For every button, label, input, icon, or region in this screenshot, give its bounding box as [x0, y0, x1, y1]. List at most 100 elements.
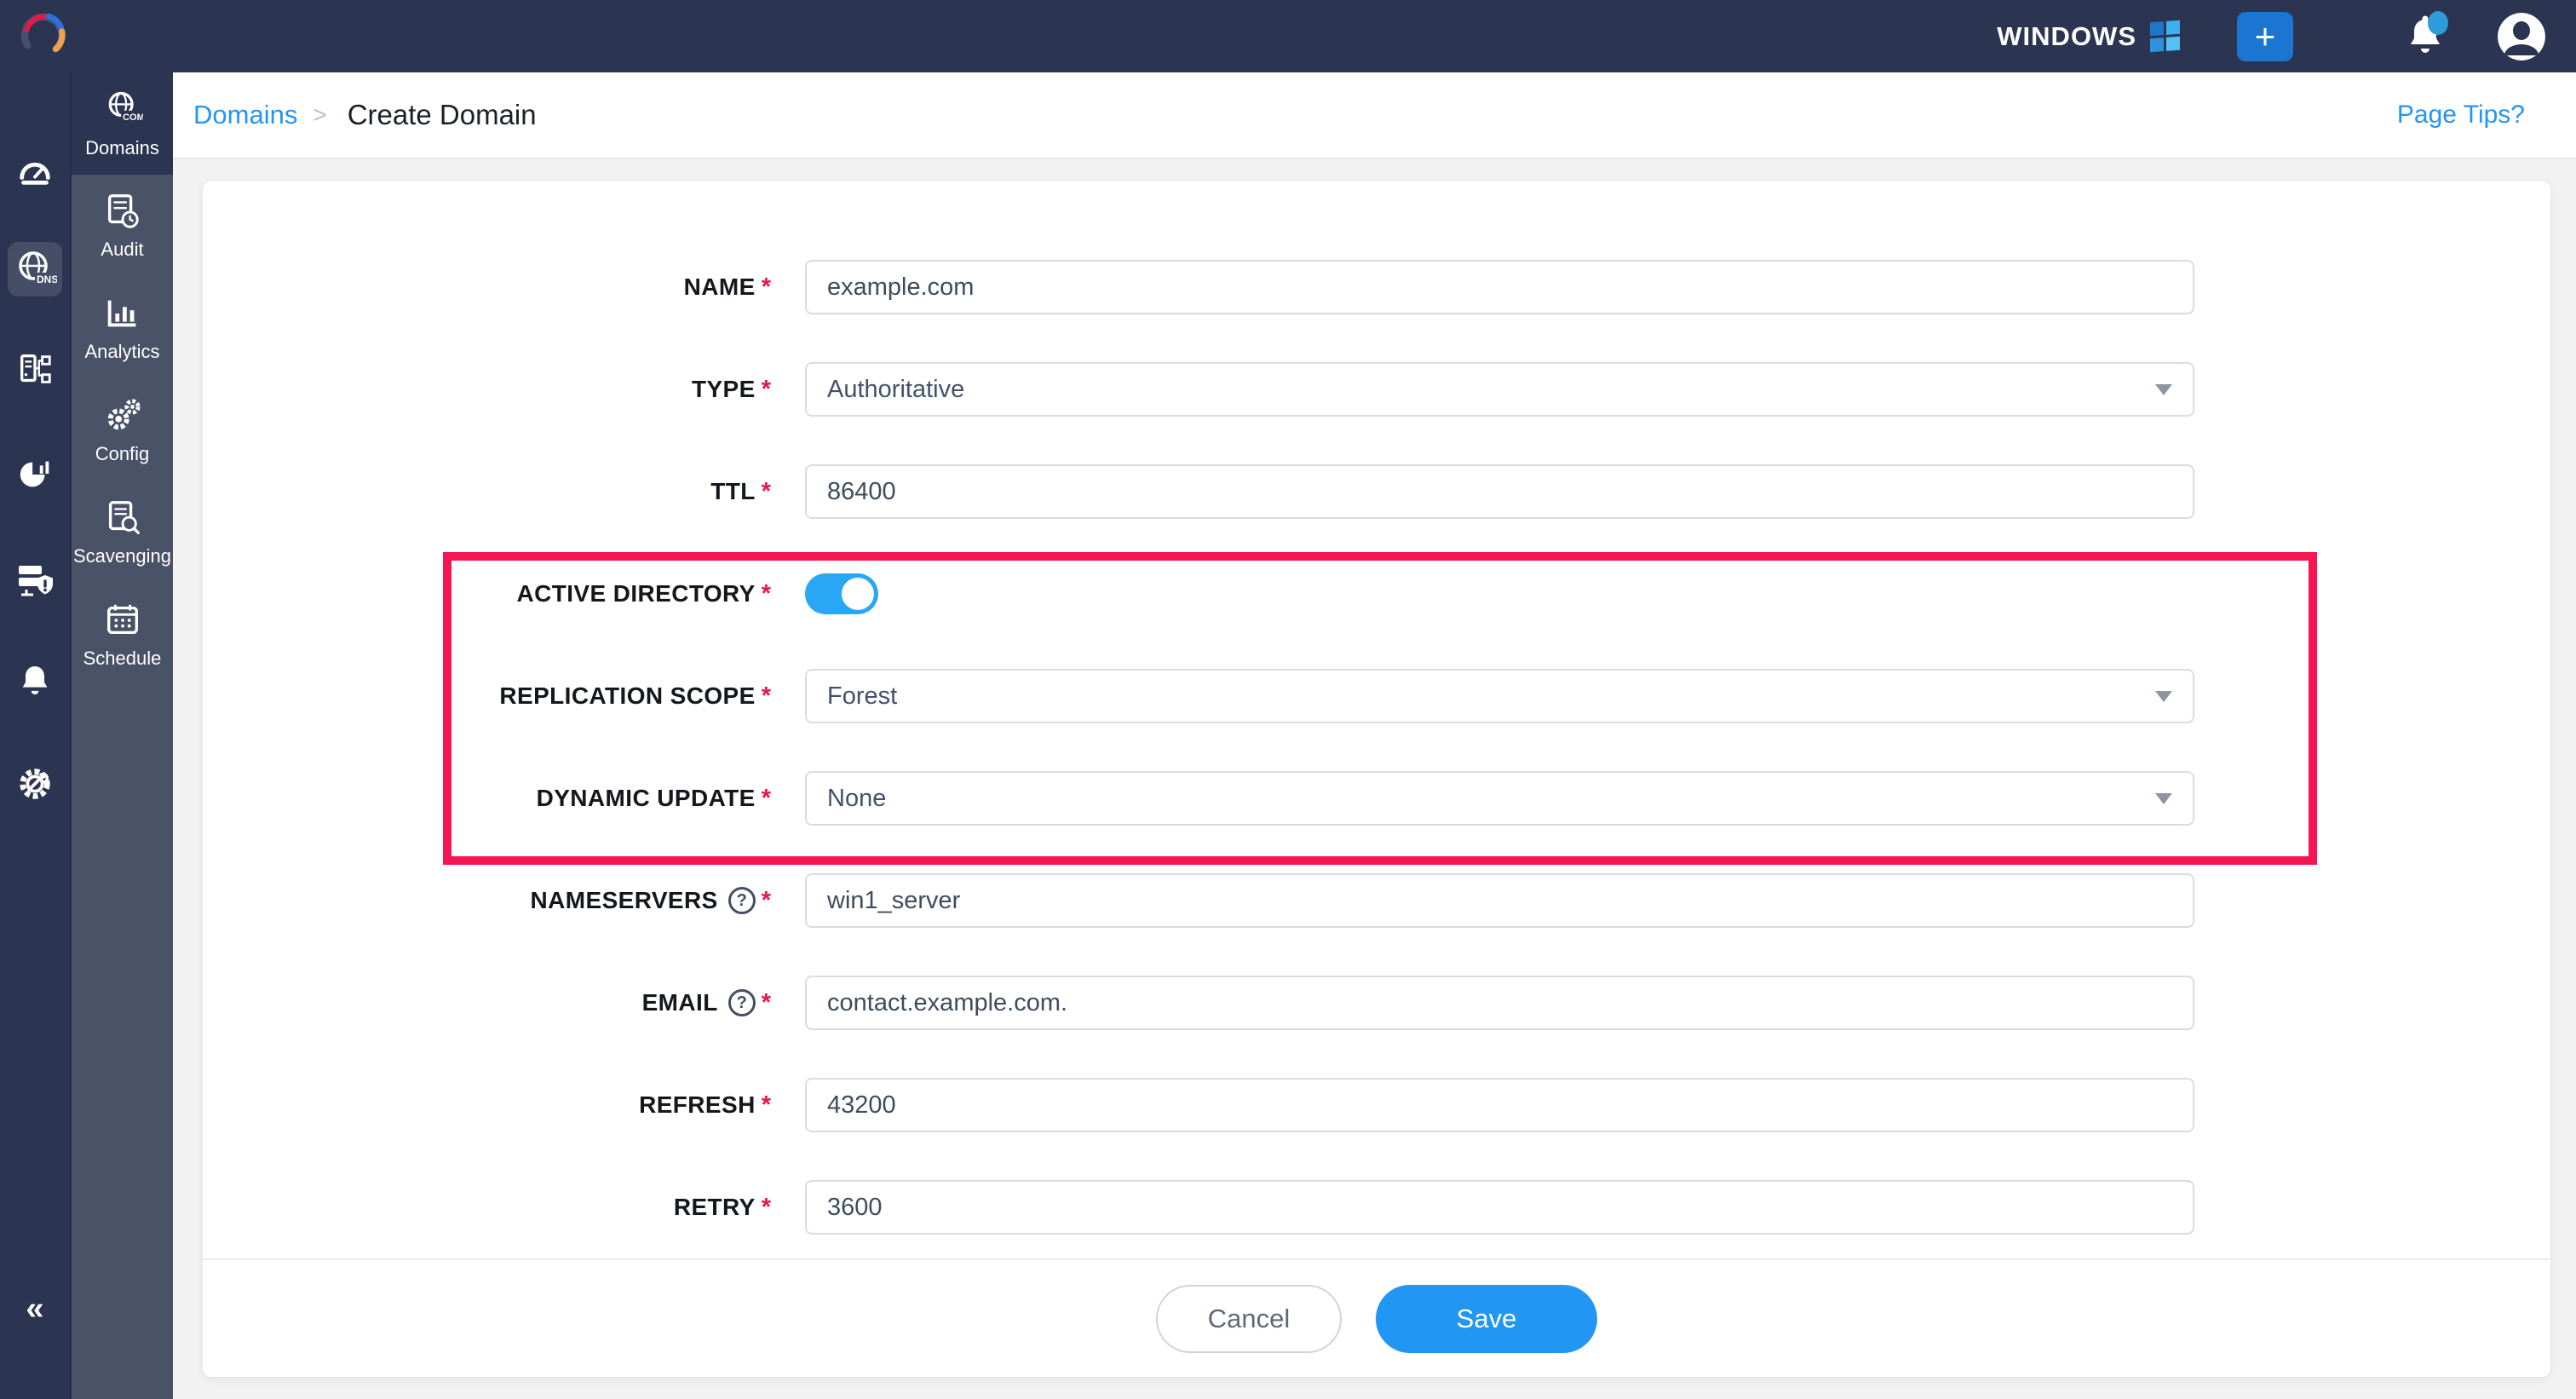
alerts-bell-icon: [22, 666, 48, 695]
form-row-retry: RETRY *: [203, 1156, 2550, 1258]
type-label: TYPE: [691, 376, 756, 402]
sidebar-item-label: Scavenging: [73, 544, 171, 567]
dns-globe-icon: DNS: [19, 251, 57, 285]
save-button[interactable]: Save: [1376, 1284, 1597, 1353]
required-asterisk: *: [761, 682, 771, 710]
svg-text:DNS: DNS: [37, 273, 57, 285]
reports-pie-icon: [20, 461, 49, 487]
required-asterisk: *: [761, 1193, 771, 1221]
sidebar-item-schedule[interactable]: Schedule: [72, 584, 173, 686]
top-bar: WINDOWS +: [0, 0, 2576, 72]
sidebar-item-audit[interactable]: Audit: [72, 175, 173, 277]
ttl-input[interactable]: [805, 464, 2194, 519]
sidebar-item-label: Audit: [101, 238, 144, 260]
add-button[interactable]: +: [2237, 11, 2293, 61]
help-icon[interactable]: ?: [727, 989, 756, 1016]
rail-item-ipam[interactable]: [0, 343, 70, 397]
windows-logo-icon: [2150, 20, 2181, 53]
server-security-icon: [19, 566, 53, 596]
replication-scope-label: REPLICATION SCOPE: [499, 682, 756, 709]
rail-item-dns[interactable]: DNS: [8, 242, 62, 296]
name-label: NAME: [683, 273, 756, 300]
dynamic-update-select-value: None: [827, 784, 887, 812]
form-row-active-directory: ACTIVE DIRECTORY *: [203, 543, 2550, 645]
chevron-down-icon: [2155, 383, 2172, 395]
environment-label: WINDOWS: [1997, 20, 2136, 51]
sidebar-item-scavenging[interactable]: Scavenging: [72, 481, 173, 584]
refresh-label: REFRESH: [639, 1091, 756, 1118]
required-asterisk: *: [761, 273, 771, 301]
notification-badge: [2428, 10, 2448, 35]
page-title: Create Domain: [347, 99, 537, 130]
page-header: Domains > Create Domain Page Tips?: [173, 72, 2576, 159]
active-directory-toggle[interactable]: [805, 573, 878, 614]
rail-item-alerts[interactable]: [0, 653, 70, 708]
audit-log-icon: [107, 193, 139, 228]
form-row-type: TYPE * Authoritative: [203, 338, 2550, 440]
svg-text:COM: COM: [123, 112, 143, 122]
retry-label: RETRY: [673, 1194, 756, 1220]
email-label: EMAIL: [641, 989, 718, 1016]
help-glyph: ?: [736, 890, 747, 910]
form-row-email: EMAIL ? *: [203, 952, 2550, 1054]
active-directory-label: ACTIVE DIRECTORY: [516, 580, 756, 607]
form-row-ttl: TTL *: [203, 440, 2550, 543]
create-domain-form-card: NAME * TYPE * Authoritative: [203, 181, 2550, 1377]
form-row-dynamic-update: DYNAMIC UPDATE * None: [203, 747, 2550, 849]
required-asterisk: *: [761, 886, 771, 914]
user-avatar[interactable]: [2498, 12, 2545, 60]
rail-item-reports[interactable]: [0, 446, 70, 501]
app-logo-icon: [20, 13, 66, 53]
page-tips-link[interactable]: Page Tips?: [2396, 101, 2525, 129]
name-input[interactable]: [805, 260, 2194, 314]
sidebar-item-analytics[interactable]: Analytics: [72, 277, 173, 379]
required-asterisk: *: [761, 988, 771, 1016]
replication-scope-select-value: Forest: [827, 682, 898, 710]
form-row-refresh: REFRESH *: [203, 1054, 2550, 1156]
form-row-replication-scope: REPLICATION SCOPE * Forest: [203, 645, 2550, 747]
email-input[interactable]: [805, 976, 2194, 1030]
bar-chart-icon: [107, 300, 135, 326]
replication-scope-select[interactable]: Forest: [805, 669, 2194, 723]
required-asterisk: *: [761, 784, 771, 812]
sidebar-item-label: Analytics: [84, 340, 160, 362]
dynamic-update-label: DYNAMIC UPDATE: [536, 785, 756, 811]
form-row-nameservers: NAMESERVERS ? *: [203, 849, 2550, 952]
cancel-button[interactable]: Cancel: [1156, 1284, 1342, 1353]
sidebar-collapse-button[interactable]: «: [26, 1291, 44, 1327]
required-asterisk: *: [761, 477, 771, 505]
breadcrumb-separator: >: [313, 101, 327, 128]
required-asterisk: *: [761, 375, 771, 403]
chevron-down-icon: [2155, 792, 2172, 804]
sidebar-item-label: Schedule: [83, 647, 162, 669]
type-select-value: Authoritative: [827, 375, 965, 403]
breadcrumb-domains-link[interactable]: Domains: [193, 100, 298, 130]
rail-item-admin[interactable]: [0, 757, 70, 811]
sidebar-menu: COM Domains Audit Analytics: [70, 72, 173, 1399]
sidebar-item-domains[interactable]: COM Domains: [72, 72, 173, 175]
toggle-knob: [842, 578, 874, 610]
type-select[interactable]: Authoritative: [805, 362, 2194, 417]
rail-item-dashboard[interactable]: [0, 142, 70, 197]
help-glyph: ?: [736, 993, 747, 1012]
form-row-name: NAME *: [203, 236, 2550, 338]
retry-input[interactable]: [805, 1180, 2194, 1235]
calendar-icon: [106, 604, 138, 634]
notifications-bell-icon[interactable]: [2406, 10, 2448, 59]
nameservers-input[interactable]: [805, 873, 2194, 928]
required-asterisk: *: [761, 579, 771, 607]
button-row-divider: [203, 1258, 2550, 1260]
refresh-input[interactable]: [805, 1078, 2194, 1132]
nameservers-label: NAMESERVERS: [530, 887, 718, 913]
dashboard-gauge-icon: [20, 162, 50, 185]
globe-com-icon: COM: [108, 91, 143, 122]
main-content: Domains > Create Domain Page Tips? NAME …: [173, 72, 2576, 1399]
gears-icon: [107, 398, 141, 429]
required-asterisk: *: [761, 1091, 771, 1119]
sidebar-item-config[interactable]: Config: [72, 379, 173, 481]
rail-item-servers[interactable]: [0, 551, 70, 606]
form-actions: Cancel Save: [203, 1260, 2550, 1377]
ipam-hierarchy-icon: [20, 354, 51, 383]
dynamic-update-select[interactable]: None: [805, 771, 2194, 826]
help-icon[interactable]: ?: [727, 887, 756, 914]
